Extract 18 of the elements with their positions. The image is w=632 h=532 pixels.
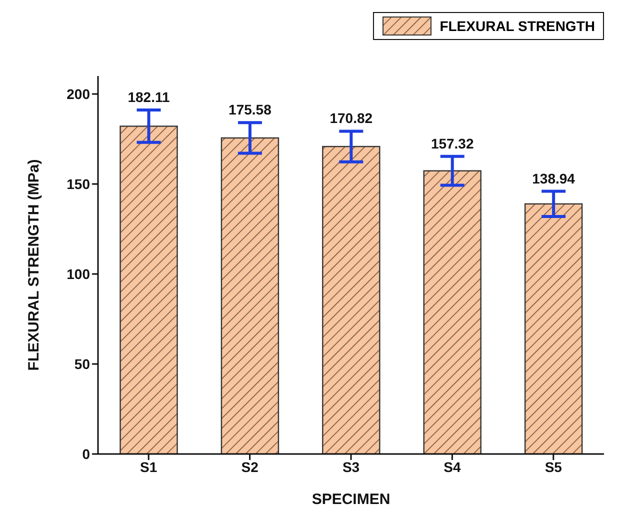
- x-tick-label: S5: [544, 458, 562, 475]
- y-axis-title: FLEXURAL STRENGTH (MPa): [25, 159, 42, 371]
- x-axis-title: SPECIMEN: [312, 491, 390, 508]
- data-label: 175.58: [228, 102, 272, 118]
- y-tick-label: 0: [82, 446, 90, 462]
- y-tick-label: 150: [66, 176, 90, 192]
- data-label: 157.32: [430, 135, 474, 152]
- x-tick-label: S4: [444, 458, 461, 475]
- x-tick-label: S2: [241, 458, 259, 475]
- y-tick-label: 50: [74, 356, 90, 372]
- y-tick-label: 200: [66, 86, 90, 102]
- x-tick-label: S1: [140, 458, 158, 475]
- data-label: 170.82: [330, 110, 373, 126]
- x-tick-label: S3: [342, 458, 360, 475]
- data-label: 182.11: [128, 89, 170, 105]
- data-label: 138.94: [532, 170, 576, 186]
- y-tick-label: 100: [66, 266, 90, 282]
- legend-label: FLEXURAL STRENGTH: [440, 18, 595, 34]
